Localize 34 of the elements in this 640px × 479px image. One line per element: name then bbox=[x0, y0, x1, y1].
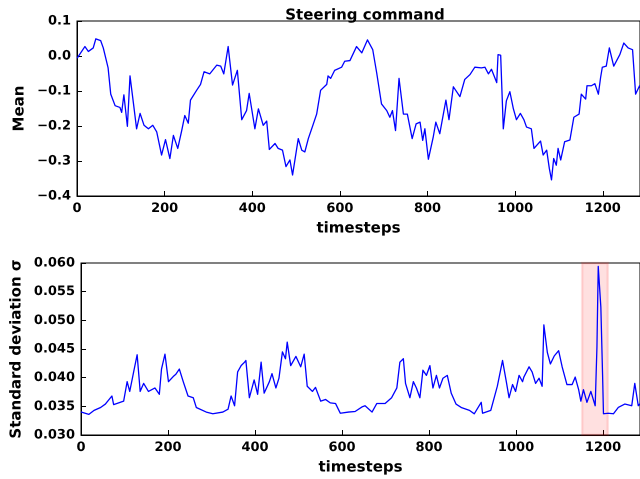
x-tick-label: 600 bbox=[328, 440, 356, 455]
y-tick-label: 0.050 bbox=[34, 312, 76, 328]
x-tick-label: 1000 bbox=[498, 440, 534, 455]
x-tick-label: 1000 bbox=[497, 201, 534, 216]
y-tick-label: −0.3 bbox=[37, 154, 71, 168]
y-tick-label: 0.1 bbox=[48, 14, 71, 28]
x-tick-label: 1200 bbox=[584, 440, 622, 455]
x-tick-label: 200 bbox=[154, 440, 182, 455]
y-tick-label: 0.055 bbox=[34, 284, 76, 300]
chart-title: Steering command bbox=[285, 6, 445, 24]
x-axis-title: timesteps bbox=[318, 458, 403, 476]
line-series bbox=[80, 266, 640, 416]
x-tick-label: 1200 bbox=[584, 201, 621, 216]
y-tick-label: −0.2 bbox=[37, 118, 71, 134]
x-tick-label: 400 bbox=[238, 201, 266, 216]
y-tick-label: 0.040 bbox=[34, 370, 76, 386]
x-tick-label: 400 bbox=[241, 440, 269, 455]
y-axis-title: Standard deviation σ bbox=[6, 259, 24, 439]
x-tick-label: 800 bbox=[414, 201, 442, 216]
x-tick-label: 800 bbox=[415, 440, 443, 455]
y-tick-label: 0.060 bbox=[34, 256, 76, 270]
y-axis-title: Mean bbox=[10, 86, 28, 132]
y-tick-label: −0.1 bbox=[37, 84, 71, 98]
y-tick-label: 0.0 bbox=[48, 48, 71, 64]
x-tick-label: 0 bbox=[72, 201, 82, 216]
x-axis-title: timesteps bbox=[316, 218, 401, 236]
y-tick-label: 0.035 bbox=[34, 398, 76, 414]
y-tick-label: −0.4 bbox=[37, 188, 71, 204]
y-tick-label: 0.045 bbox=[34, 342, 76, 356]
x-tick-label: 600 bbox=[326, 201, 354, 216]
y-tick-label: 0.030 bbox=[34, 428, 76, 442]
x-tick-label: 0 bbox=[76, 440, 86, 455]
x-tick-label: 200 bbox=[151, 201, 178, 216]
line-series bbox=[76, 38, 640, 181]
